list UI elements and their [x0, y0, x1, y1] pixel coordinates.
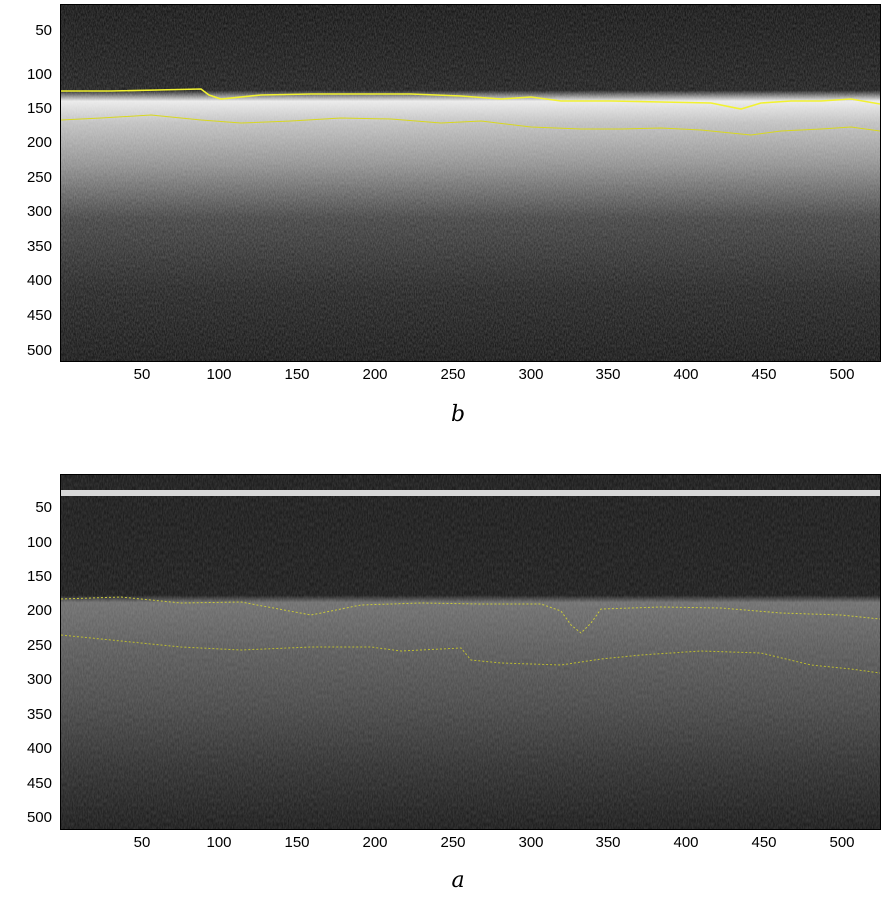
- xtick-label: 350: [595, 834, 621, 851]
- xtick-label: 150: [284, 834, 310, 851]
- ytick-label: 100: [26, 66, 52, 83]
- reference-line: [61, 490, 880, 496]
- ytick-label: 400: [26, 272, 52, 289]
- lower-boundary-b: [61, 114, 880, 136]
- xtick-label: 300: [518, 366, 544, 383]
- ytick-label: 450: [26, 775, 52, 792]
- xtick-label: 100: [206, 366, 232, 383]
- oct-scan-a: [61, 475, 880, 829]
- upper-boundary-b: [61, 88, 880, 110]
- ytick-label: 100: [26, 534, 52, 551]
- ytick-label: 500: [26, 342, 52, 359]
- xtick-label: 100: [206, 834, 232, 851]
- panel-b: 50 100 150 200 250 300 350 400 450 500 5…: [0, 0, 882, 440]
- xtick-label: 250: [440, 366, 466, 383]
- oct-scan-b: [61, 5, 880, 361]
- ytick-label: 400: [26, 740, 52, 757]
- xtick-label: 400: [673, 366, 699, 383]
- ytick-label: 150: [26, 100, 52, 117]
- xtick-label: 400: [673, 834, 699, 851]
- xtick-label: 200: [362, 366, 388, 383]
- panel-caption-b: b: [450, 402, 466, 427]
- oct-image-b: [60, 4, 881, 362]
- xtick-label: 350: [595, 366, 621, 383]
- ytick-label: 500: [26, 809, 52, 826]
- ytick-label: 450: [26, 307, 52, 324]
- lower-boundary-a: [61, 634, 880, 674]
- xtick-label: 50: [133, 834, 151, 851]
- ytick-label: 250: [26, 637, 52, 654]
- oct-image-a: [60, 474, 881, 830]
- xtick-label: 450: [751, 366, 777, 383]
- ytick-label: 50: [35, 22, 52, 39]
- ytick-label: 350: [26, 706, 52, 723]
- panel-caption-a: a: [451, 868, 465, 893]
- xtick-label: 200: [362, 834, 388, 851]
- upper-boundary-a: [61, 596, 880, 634]
- ytick-label: 350: [26, 238, 52, 255]
- ytick-label: 200: [26, 134, 52, 151]
- xtick-label: 50: [133, 366, 151, 383]
- xtick-label: 450: [751, 834, 777, 851]
- ytick-label: 200: [26, 602, 52, 619]
- xtick-label: 150: [284, 366, 310, 383]
- xtick-label: 500: [829, 834, 855, 851]
- ytick-label: 50: [35, 499, 52, 516]
- ytick-label: 150: [26, 568, 52, 585]
- xtick-label: 250: [440, 834, 466, 851]
- ytick-label: 300: [26, 203, 52, 220]
- ytick-label: 300: [26, 671, 52, 688]
- xtick-label: 500: [829, 366, 855, 383]
- ytick-label: 250: [26, 169, 52, 186]
- xtick-label: 300: [518, 834, 544, 851]
